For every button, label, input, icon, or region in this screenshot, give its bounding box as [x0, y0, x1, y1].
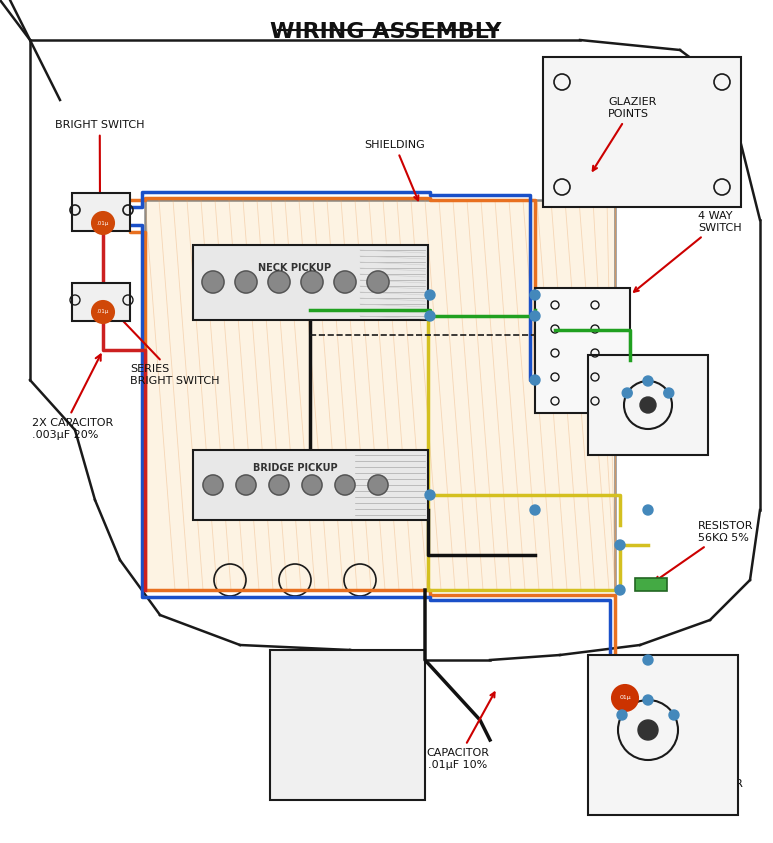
Circle shape	[643, 505, 653, 515]
Circle shape	[622, 388, 632, 398]
Circle shape	[92, 212, 114, 234]
Text: BRIDGE PICKUP: BRIDGE PICKUP	[253, 463, 337, 473]
Circle shape	[612, 685, 638, 711]
Circle shape	[368, 475, 388, 495]
Circle shape	[425, 311, 435, 321]
Text: 2X CAPACITOR
.003μF 20%: 2X CAPACITOR .003μF 20%	[32, 418, 114, 439]
Circle shape	[615, 540, 625, 550]
Text: RESISTOR
56KΩ 5%: RESISTOR 56KΩ 5%	[656, 521, 754, 581]
Circle shape	[530, 505, 540, 515]
Bar	[145, 200, 615, 590]
Text: WIRING ASSEMBLY: WIRING ASSEMBLY	[271, 22, 502, 42]
Circle shape	[236, 475, 256, 495]
Circle shape	[669, 710, 679, 720]
Bar	[270, 650, 425, 800]
Circle shape	[617, 710, 627, 720]
Text: MASTER
TONE: MASTER TONE	[652, 760, 744, 801]
Circle shape	[640, 397, 656, 413]
Text: GLAZIER
POINTS: GLAZIER POINTS	[593, 97, 656, 170]
Bar	[543, 57, 741, 207]
Circle shape	[425, 490, 435, 500]
Circle shape	[643, 655, 653, 665]
Circle shape	[425, 290, 435, 300]
Bar	[193, 450, 428, 520]
Circle shape	[530, 311, 540, 321]
Circle shape	[202, 271, 224, 293]
Circle shape	[664, 388, 674, 398]
Text: .01µ: .01µ	[97, 221, 109, 225]
Text: SHIELDING: SHIELDING	[365, 140, 425, 201]
Bar	[535, 288, 630, 413]
Bar	[588, 655, 738, 815]
Text: 01µ: 01µ	[619, 695, 631, 701]
Text: 4 WAY
SWITCH: 4 WAY SWITCH	[634, 212, 741, 292]
Text: MASTER
VOLUME: MASTER VOLUME	[660, 362, 707, 384]
Circle shape	[302, 475, 322, 495]
Circle shape	[530, 290, 540, 300]
Text: .01µ: .01µ	[97, 309, 109, 314]
Circle shape	[301, 271, 323, 293]
Circle shape	[203, 475, 223, 495]
Circle shape	[334, 271, 356, 293]
Bar	[193, 245, 428, 320]
Circle shape	[367, 271, 389, 293]
Bar	[72, 193, 130, 231]
Bar	[588, 355, 708, 455]
Circle shape	[235, 271, 257, 293]
Circle shape	[638, 720, 658, 740]
Text: BRIGHT SWITCH: BRIGHT SWITCH	[55, 120, 145, 203]
Circle shape	[530, 375, 540, 385]
Bar	[72, 283, 130, 321]
Text: SERIES
BRIGHT SWITCH: SERIES BRIGHT SWITCH	[107, 303, 220, 386]
Circle shape	[335, 475, 355, 495]
Circle shape	[92, 301, 114, 323]
Bar	[635, 578, 667, 591]
Text: CAPACITOR
.01μF 10%: CAPACITOR .01μF 10%	[427, 692, 495, 770]
Circle shape	[269, 475, 289, 495]
Circle shape	[268, 271, 290, 293]
Circle shape	[643, 695, 653, 705]
Circle shape	[643, 376, 653, 386]
Circle shape	[615, 585, 625, 595]
Text: NECK PICKUP: NECK PICKUP	[258, 263, 332, 273]
